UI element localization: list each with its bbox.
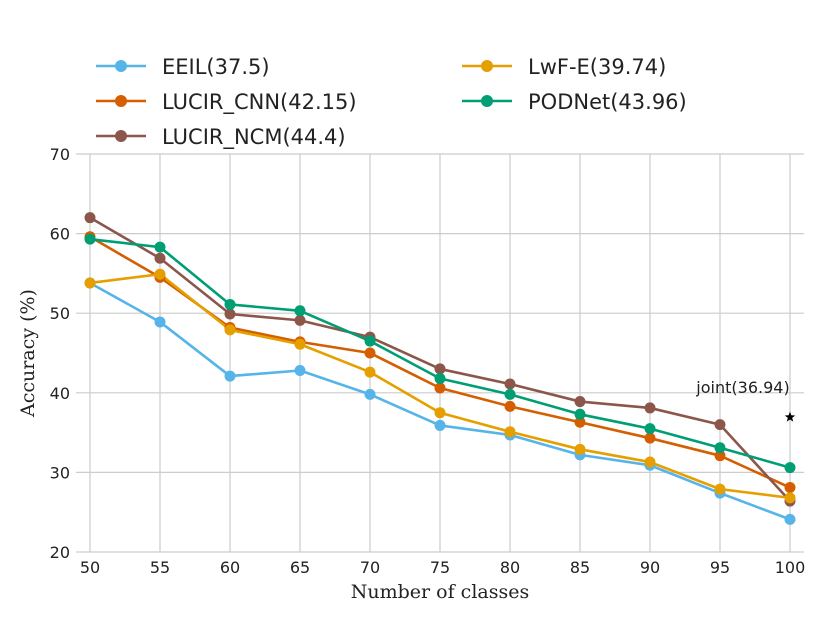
x-tick-label: 95: [710, 558, 730, 577]
legend-entry: LUCIR_CNN(42.15): [162, 90, 357, 115]
x-tick-label: 90: [640, 558, 660, 577]
legend-marker: [481, 95, 493, 107]
data-point-0: [784, 513, 796, 525]
data-point-0: [364, 388, 376, 400]
grid-lines: [76, 153, 804, 553]
data-point-3: [434, 407, 446, 419]
y-tick-label: 60: [50, 225, 70, 244]
data-point-3: [574, 443, 586, 455]
x-tick-labels: 50 55 60 65 70 75 80 85 90 95 100: [80, 558, 805, 577]
legend-entry: LUCIR_NCM(44.4): [162, 125, 346, 150]
data-point-1: [714, 450, 726, 462]
x-axis-label: Number of classes: [351, 581, 529, 603]
x-tick-label: 50: [80, 558, 100, 577]
y-tick-labels: 20 30 40 50 60 70: [50, 145, 70, 562]
x-tick-label: 55: [150, 558, 170, 577]
data-point-4: [364, 335, 376, 347]
data-point-2: [84, 212, 96, 224]
legend-marker: [481, 60, 493, 72]
data-point-3: [154, 268, 166, 280]
data-point-2: [644, 402, 656, 414]
y-tick-label: 20: [50, 543, 70, 562]
series-markers: [84, 212, 796, 525]
legend-entry: EEIL(37.5): [162, 55, 270, 79]
y-tick-label: 40: [50, 384, 70, 403]
data-point-2: [574, 396, 586, 408]
data-point-1: [504, 400, 516, 412]
data-point-3: [784, 492, 796, 504]
data-point-2: [714, 419, 726, 431]
legend-entry: PODNet(43.96): [528, 90, 687, 114]
data-point-3: [364, 366, 376, 378]
data-point-1: [364, 347, 376, 359]
data-point-4: [574, 408, 586, 420]
legend: EEIL(37.5) LUCIR_CNN(42.15) LUCIR_NCM(44.4…: [96, 55, 687, 150]
data-point-2: [294, 314, 306, 326]
data-point-3: [294, 338, 306, 350]
y-tick-label: 70: [50, 145, 70, 164]
data-point-2: [504, 378, 516, 390]
data-point-0: [434, 419, 446, 431]
annotation-label: joint(36.94): [695, 378, 789, 397]
data-point-4: [154, 241, 166, 253]
legend-marker: [115, 60, 127, 72]
data-point-3: [84, 277, 96, 289]
star-marker: [784, 411, 796, 422]
data-point-4: [714, 442, 726, 454]
x-tick-label: 100: [775, 558, 806, 577]
x-tick-label: 70: [360, 558, 380, 577]
annotations: joint(36.94): [695, 378, 796, 422]
data-point-0: [224, 370, 236, 382]
y-tick-label: 30: [50, 463, 70, 482]
legend-marker: [115, 130, 127, 142]
x-tick-label: 85: [570, 558, 590, 577]
data-point-1: [784, 482, 796, 494]
data-point-2: [434, 363, 446, 375]
data-point-0: [294, 365, 306, 377]
x-tick-label: 75: [430, 558, 450, 577]
data-point-1: [434, 382, 446, 394]
data-point-3: [714, 483, 726, 495]
x-tick-label: 60: [220, 558, 240, 577]
legend-marker: [115, 95, 127, 107]
data-point-4: [294, 305, 306, 317]
data-point-3: [224, 324, 236, 336]
x-tick-label: 80: [500, 558, 520, 577]
x-tick-label: 65: [290, 558, 310, 577]
data-point-3: [504, 426, 516, 438]
data-point-1: [574, 416, 586, 428]
data-point-4: [644, 423, 656, 435]
data-point-2: [224, 308, 236, 320]
data-point-4: [784, 462, 796, 474]
y-tick-label: 50: [50, 304, 70, 323]
data-point-1: [644, 432, 656, 444]
data-point-2: [154, 252, 166, 264]
data-point-0: [154, 316, 166, 328]
y-axis-label: Accuracy (%): [17, 289, 39, 418]
data-point-4: [434, 372, 446, 384]
data-point-4: [84, 233, 96, 245]
data-point-4: [224, 298, 236, 310]
data-point-4: [504, 388, 516, 400]
legend-entry: LwF-E(39.74): [528, 55, 666, 79]
data-point-3: [644, 456, 656, 468]
